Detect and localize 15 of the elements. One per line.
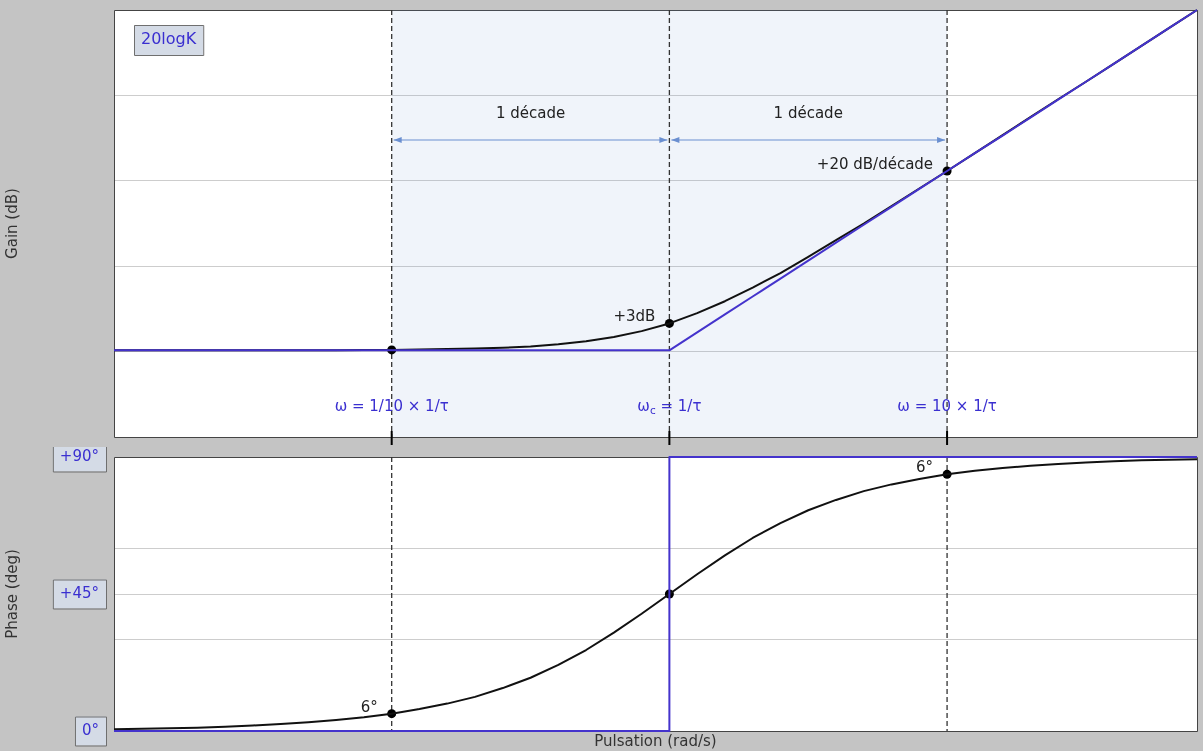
y-axis-title: Gain (dB) — [2, 188, 21, 259]
y-axis-title: Phase (deg) — [2, 549, 21, 639]
annotation: 20logK — [141, 29, 197, 49]
y-tick-label: +45° — [59, 583, 99, 602]
annotation: +20 dB/décade — [816, 154, 934, 173]
band-label: 1 décade — [773, 103, 843, 122]
band-label: 1 décade — [495, 103, 566, 122]
x-tick-label: ω = 1/10 × 1/τ — [334, 396, 449, 415]
annotation: 6° — [360, 697, 378, 716]
y-tick-label: 0° — [81, 720, 99, 739]
x-axis-title: Pulsation (rad/s) — [594, 731, 717, 750]
y-tick-label: +90° — [59, 446, 99, 465]
annotation: +3dB — [613, 307, 656, 326]
annotation: 6° — [916, 458, 934, 477]
x-tick-label: ω = 10 × 1/τ — [897, 396, 997, 415]
